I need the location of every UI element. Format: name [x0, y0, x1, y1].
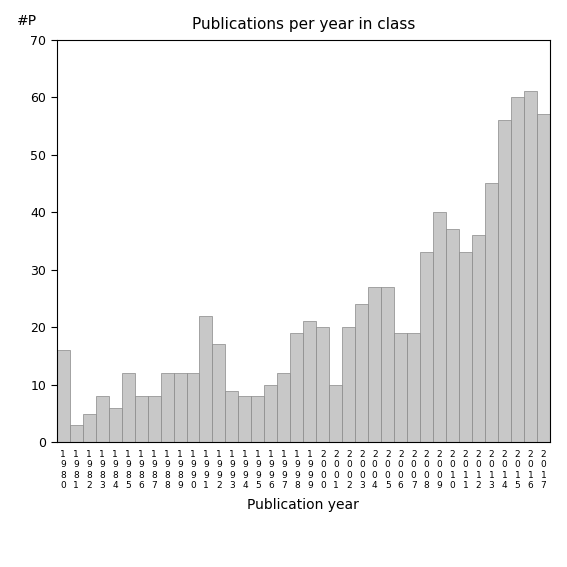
Bar [342, 327, 356, 442]
Bar [511, 97, 524, 442]
Bar [277, 373, 290, 442]
Bar [498, 120, 511, 442]
Bar [303, 321, 316, 442]
Bar [213, 345, 226, 442]
Bar [200, 316, 213, 442]
Bar [83, 413, 96, 442]
Bar [446, 230, 459, 442]
Bar [290, 333, 303, 442]
Bar [187, 373, 200, 442]
Bar [226, 391, 239, 442]
Bar [485, 184, 498, 442]
Bar [251, 396, 264, 442]
Bar [134, 396, 147, 442]
Y-axis label: #P: #P [17, 14, 37, 28]
Bar [524, 91, 537, 442]
Bar [368, 287, 381, 442]
Title: Publications per year in class: Publications per year in class [192, 16, 415, 32]
Bar [394, 333, 407, 442]
Bar [433, 212, 446, 442]
Bar [459, 252, 472, 442]
Bar [70, 425, 83, 442]
X-axis label: Publication year: Publication year [247, 498, 359, 513]
Bar [174, 373, 187, 442]
Bar [96, 396, 109, 442]
Bar [356, 304, 368, 442]
Bar [57, 350, 70, 442]
Bar [121, 373, 134, 442]
Bar [239, 396, 251, 442]
Bar [329, 385, 342, 442]
Bar [109, 408, 121, 442]
Bar [420, 252, 433, 442]
Bar [147, 396, 160, 442]
Bar [472, 235, 485, 442]
Bar [381, 287, 394, 442]
Bar [537, 115, 550, 442]
Bar [160, 373, 174, 442]
Bar [264, 385, 277, 442]
Bar [407, 333, 420, 442]
Bar [316, 327, 329, 442]
